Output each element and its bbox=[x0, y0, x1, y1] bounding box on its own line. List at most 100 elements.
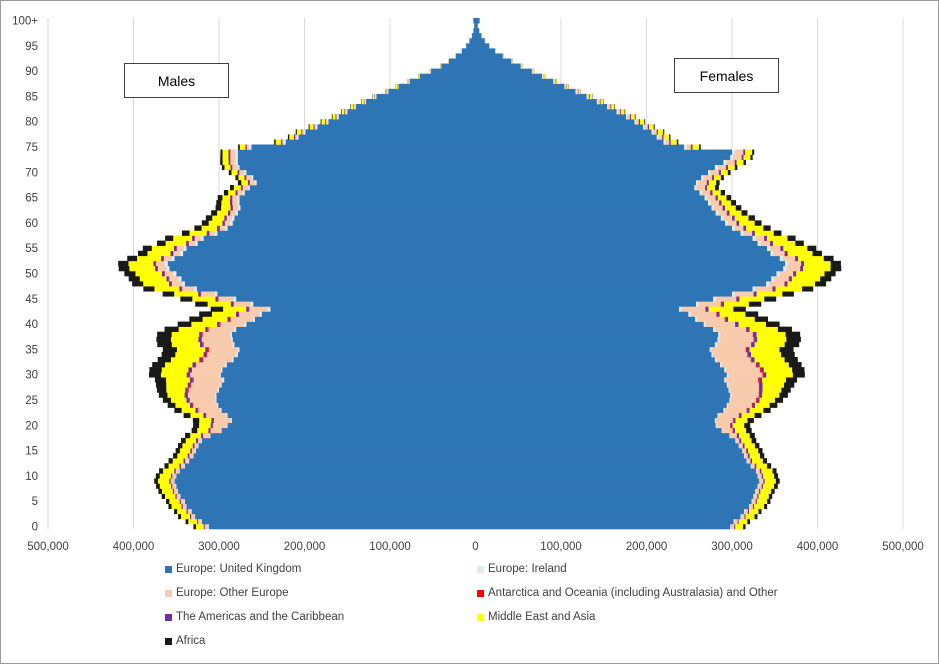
bar-female-age-46-series-6 bbox=[782, 291, 794, 296]
bar-male-age-46-series-6 bbox=[163, 291, 175, 296]
bar-male-age-72-series-4 bbox=[229, 160, 231, 165]
bar-male-age-79-series-4 bbox=[313, 124, 314, 129]
bar-male-age-84-series-0 bbox=[366, 99, 475, 104]
bar-female-age-47-series-0 bbox=[476, 286, 753, 291]
bar-female-age-3-series-5 bbox=[749, 509, 758, 514]
bar-female-age-43-series-4 bbox=[706, 306, 709, 311]
y-tick-label: 5 bbox=[32, 496, 38, 508]
bar-male-age-65-series-2 bbox=[232, 195, 237, 200]
bar-female-age-7-series-5 bbox=[760, 489, 771, 494]
bar-male-age-24-series-4 bbox=[190, 403, 192, 408]
bar-male-age-86-series-0 bbox=[388, 89, 475, 94]
bar-male-age-35-series-2 bbox=[209, 347, 238, 352]
bar-male-age-34-series-6 bbox=[162, 352, 176, 357]
bar-female-age-40-series-1 bbox=[704, 322, 706, 327]
bar-male-age-16-series-4 bbox=[193, 443, 195, 448]
bar-male-age-71-series-1 bbox=[238, 165, 240, 170]
bar-male-age-2-series-6 bbox=[178, 514, 181, 519]
legend-label: Europe: Other Europe bbox=[176, 587, 289, 599]
bar-female-age-21-series-2 bbox=[716, 418, 733, 423]
bar-male-age-79-series-1 bbox=[316, 124, 317, 129]
bar-female-age-62-series-4 bbox=[727, 210, 729, 215]
bar-male-age-55-series-2 bbox=[177, 246, 184, 251]
bar-male-age-9-series-4 bbox=[169, 478, 170, 483]
bar-male-age-78-series-0 bbox=[305, 129, 475, 134]
bar-female-age-71-series-6 bbox=[735, 165, 738, 170]
bar-female-age-71-series-1 bbox=[715, 165, 717, 170]
bar-female-age-59-series-4 bbox=[744, 225, 747, 230]
bar-female-age-60-series-4 bbox=[737, 220, 740, 225]
bar-male-age-5-series-0 bbox=[185, 499, 476, 504]
bar-male-age-16-series-0 bbox=[198, 443, 475, 448]
bar-male-age-83-series-6 bbox=[350, 104, 351, 109]
bar-male-age-13-series-0 bbox=[189, 458, 475, 463]
x-tick-label: 100,000 bbox=[369, 541, 411, 553]
bar-female-age-5-series-5 bbox=[757, 499, 767, 504]
bar-female-age-20-series-4 bbox=[731, 423, 733, 428]
bar-male-age-44-series-2 bbox=[234, 301, 251, 306]
bar-male-age-25-series-4 bbox=[186, 397, 189, 402]
bar-male-age-48-series-4 bbox=[169, 281, 172, 286]
bar-female-age-77-series-0 bbox=[476, 134, 657, 139]
bar-male-age-47-series-0 bbox=[197, 286, 476, 291]
bar-male-age-0-series-0 bbox=[209, 524, 476, 529]
bar-male-age-76-series-4 bbox=[281, 139, 282, 144]
bar-female-age-23-series-3 bbox=[747, 408, 748, 413]
bar-female-age-3-series-2 bbox=[744, 509, 747, 514]
bar-male-age-32-series-4 bbox=[192, 362, 195, 367]
bar-male-age-40-series-6 bbox=[178, 322, 192, 327]
bar-male-age-81-series-6 bbox=[332, 114, 333, 119]
bar-male-age-67-series-6 bbox=[230, 185, 234, 190]
bar-male-age-82-series-1 bbox=[346, 109, 347, 114]
bar-female-age-30-series-3 bbox=[763, 372, 764, 377]
legend-item: Africa bbox=[165, 635, 205, 647]
x-tick-label: 400,000 bbox=[797, 541, 839, 553]
bar-male-age-51-series-2 bbox=[158, 266, 167, 271]
bar-male-age-81-series-1 bbox=[338, 114, 339, 119]
bar-female-age-54-series-6 bbox=[813, 251, 822, 256]
y-tick-label: 50 bbox=[25, 269, 38, 281]
bar-male-age-76-series-1 bbox=[284, 139, 286, 144]
bar-female-age-55-series-5 bbox=[783, 246, 807, 251]
bar-female-age-24-series-1 bbox=[727, 403, 728, 408]
bar-male-age-53-series-0 bbox=[175, 256, 476, 261]
bar-female-age-19-series-4 bbox=[733, 428, 735, 433]
bar-female-age-25-series-2 bbox=[730, 397, 756, 402]
bar-male-age-20-series-6 bbox=[193, 423, 199, 428]
bar-female-age-74-series-5 bbox=[745, 150, 752, 155]
bar-female-age-27-series-3 bbox=[759, 387, 760, 392]
bar-male-age-6-series-6 bbox=[162, 494, 165, 499]
bar-female-age-59-series-6 bbox=[763, 225, 770, 230]
bar-male-age-39-series-2 bbox=[209, 327, 235, 332]
y-tick-label: 95 bbox=[25, 41, 38, 53]
bar-female-age-66-series-4 bbox=[710, 190, 712, 195]
bar-male-age-72-series-2 bbox=[231, 160, 236, 165]
bar-male-age-57-series-5 bbox=[173, 236, 192, 241]
bar-male-age-43-series-2 bbox=[249, 306, 268, 311]
bar-male-age-18-series-2 bbox=[203, 433, 210, 438]
bar-female-age-38-series-6 bbox=[786, 332, 801, 337]
bar-female-age-49-series-0 bbox=[476, 276, 772, 281]
bar-male-age-38-series-1 bbox=[230, 332, 232, 337]
bar-female-age-89-series-2 bbox=[543, 74, 544, 79]
bar-male-age-41-series-2 bbox=[231, 317, 253, 322]
bar-female-age-57-series-1 bbox=[753, 236, 756, 241]
bar-female-age-21-series-3 bbox=[733, 418, 734, 423]
bar-male-age-25-series-5 bbox=[171, 397, 186, 402]
bar-male-age-43-series-4 bbox=[246, 306, 249, 311]
bar-female-age-4-series-4 bbox=[753, 504, 754, 509]
bar-male-age-12-series-6 bbox=[164, 463, 168, 468]
bar-male-age-57-series-4 bbox=[192, 236, 195, 241]
bar-male-age-6-series-2 bbox=[177, 494, 180, 499]
bar-female-age-54-series-5 bbox=[788, 251, 813, 256]
bar-female-age-39-series-2 bbox=[715, 327, 746, 332]
bar-male-age-17-series-2 bbox=[198, 438, 201, 443]
bar-female-age-74-series-1 bbox=[732, 150, 735, 155]
bar-female-age-40-series-4 bbox=[736, 322, 739, 327]
bar-male-age-36-series-2 bbox=[204, 342, 233, 347]
bar-male-age-3-series-6 bbox=[174, 509, 177, 514]
bar-female-age-38-series-3 bbox=[753, 332, 754, 337]
bar-female-age-73-series-5 bbox=[744, 155, 751, 160]
bar-male-age-13-series-4 bbox=[183, 458, 185, 463]
legend-swatch bbox=[165, 566, 172, 573]
